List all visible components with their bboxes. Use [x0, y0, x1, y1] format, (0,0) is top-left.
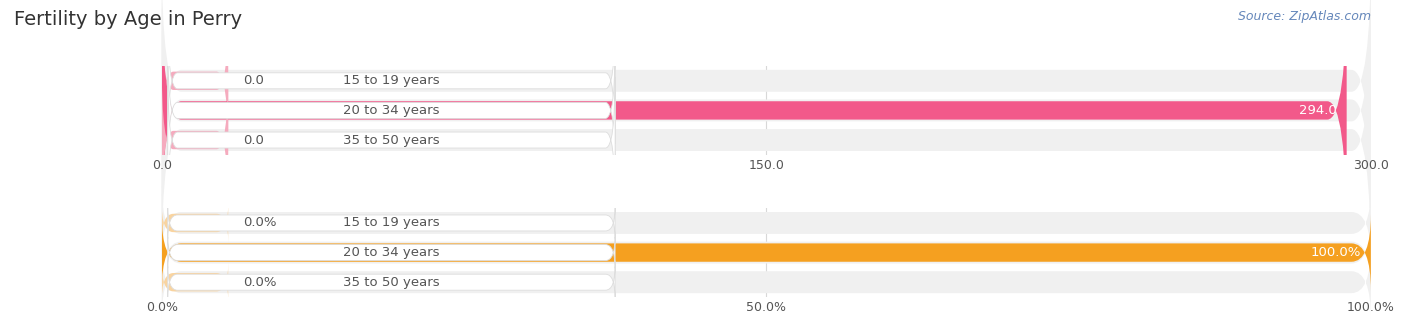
- Text: Source: ZipAtlas.com: Source: ZipAtlas.com: [1237, 10, 1371, 23]
- FancyBboxPatch shape: [162, 186, 1371, 259]
- FancyBboxPatch shape: [167, 207, 616, 239]
- Text: Fertility by Age in Perry: Fertility by Age in Perry: [14, 10, 242, 29]
- FancyBboxPatch shape: [162, 204, 228, 242]
- FancyBboxPatch shape: [162, 246, 1371, 319]
- FancyBboxPatch shape: [162, 0, 1371, 212]
- Text: 0.0%: 0.0%: [243, 216, 276, 229]
- FancyBboxPatch shape: [162, 0, 1347, 244]
- FancyBboxPatch shape: [167, 77, 616, 203]
- Text: 15 to 19 years: 15 to 19 years: [343, 216, 440, 229]
- Text: 35 to 50 years: 35 to 50 years: [343, 134, 440, 147]
- Text: 294.0: 294.0: [1299, 104, 1337, 117]
- FancyBboxPatch shape: [162, 64, 228, 216]
- Text: 15 to 19 years: 15 to 19 years: [343, 74, 440, 87]
- FancyBboxPatch shape: [167, 237, 616, 268]
- Text: 0.0: 0.0: [243, 134, 263, 147]
- Text: 20 to 34 years: 20 to 34 years: [343, 104, 440, 117]
- FancyBboxPatch shape: [162, 263, 228, 301]
- FancyBboxPatch shape: [162, 214, 1371, 291]
- FancyBboxPatch shape: [167, 47, 616, 174]
- FancyBboxPatch shape: [162, 216, 1371, 289]
- Text: 100.0%: 100.0%: [1310, 246, 1361, 259]
- FancyBboxPatch shape: [162, 0, 1371, 242]
- FancyBboxPatch shape: [162, 9, 1371, 271]
- Text: 0.0%: 0.0%: [243, 276, 276, 289]
- Text: 20 to 34 years: 20 to 34 years: [343, 246, 440, 259]
- FancyBboxPatch shape: [167, 267, 616, 298]
- Text: 35 to 50 years: 35 to 50 years: [343, 276, 440, 289]
- Text: 0.0: 0.0: [243, 74, 263, 87]
- FancyBboxPatch shape: [167, 18, 616, 144]
- FancyBboxPatch shape: [162, 5, 228, 157]
